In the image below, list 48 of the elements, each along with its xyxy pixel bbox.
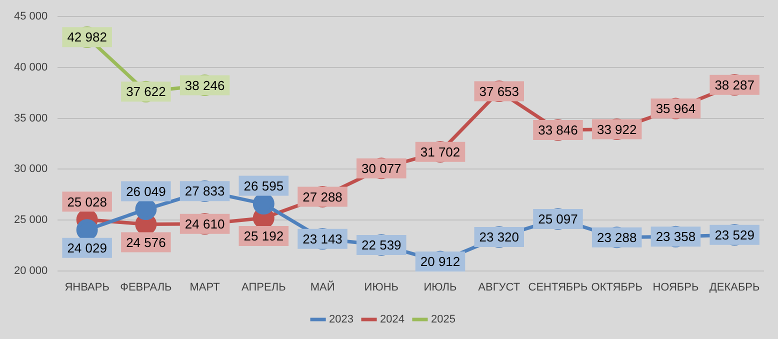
data-label: 38 287: [714, 77, 754, 92]
x-tick-label: АПРЕЛЬ: [242, 281, 286, 294]
data-label: 33 922: [596, 122, 637, 137]
data-label: 23 529: [714, 227, 754, 242]
data-label: 24 029: [67, 240, 107, 256]
data-label: 38 246: [184, 78, 225, 93]
legend-label: 2023: [329, 314, 354, 326]
data-label: 22 539: [362, 238, 402, 253]
y-tick-label: 20 000: [14, 264, 48, 277]
data-label: 42 982: [67, 30, 107, 45]
y-tick-label: 25 000: [14, 214, 48, 226]
legend-label: 2024: [380, 314, 404, 326]
data-label: 25 192: [244, 228, 284, 244]
data-label: 26 595: [244, 178, 284, 194]
data-label: 26 049: [126, 184, 166, 199]
data-label: 31 702: [420, 144, 460, 160]
x-tick-label: ИЮЛЬ: [424, 281, 457, 294]
data-label: 24 576: [126, 234, 166, 250]
x-tick-label: ДЕКАБРЬ: [709, 281, 760, 294]
x-tick-label: ЯНВАРЬ: [64, 281, 110, 294]
data-label: 30 077: [362, 160, 402, 176]
x-tick-label: ФЕВРАЛЬ: [120, 281, 172, 294]
data-label: 25 097: [538, 212, 578, 227]
data-label: 37 622: [126, 84, 166, 100]
x-tick-label: ИЮНЬ: [364, 281, 398, 294]
data-label: 23 143: [302, 231, 342, 246]
y-tick-label: 45 000: [14, 10, 48, 23]
data-label: 25 028: [67, 194, 107, 210]
y-tick-label: 30 000: [14, 163, 48, 176]
data-label: 33 846: [538, 122, 578, 138]
data-label: 24 610: [184, 216, 225, 232]
x-tick-label: МАРТ: [190, 281, 220, 294]
x-tick-label: МАЙ: [310, 280, 335, 294]
data-label: 23 358: [656, 229, 696, 244]
y-tick-label: 35 000: [14, 112, 48, 124]
data-label: 35 964: [656, 101, 696, 116]
y-tick-label: 40 000: [14, 61, 48, 74]
data-label: 27 833: [184, 184, 225, 199]
x-tick-label: ОКТЯБРЬ: [591, 281, 642, 294]
data-label: 23 320: [479, 230, 519, 245]
data-label: 37 653: [479, 84, 519, 99]
x-tick-label: СЕНТЯБРЬ: [528, 281, 588, 294]
x-tick-label: НОЯБРЬ: [652, 281, 699, 294]
x-tick-label: АВГУСТ: [478, 281, 520, 294]
data-label: 20 912: [420, 254, 460, 270]
legend-label: 2025: [430, 314, 456, 326]
data-label: 27 288: [302, 189, 342, 204]
data-label: 23 288: [596, 230, 637, 245]
